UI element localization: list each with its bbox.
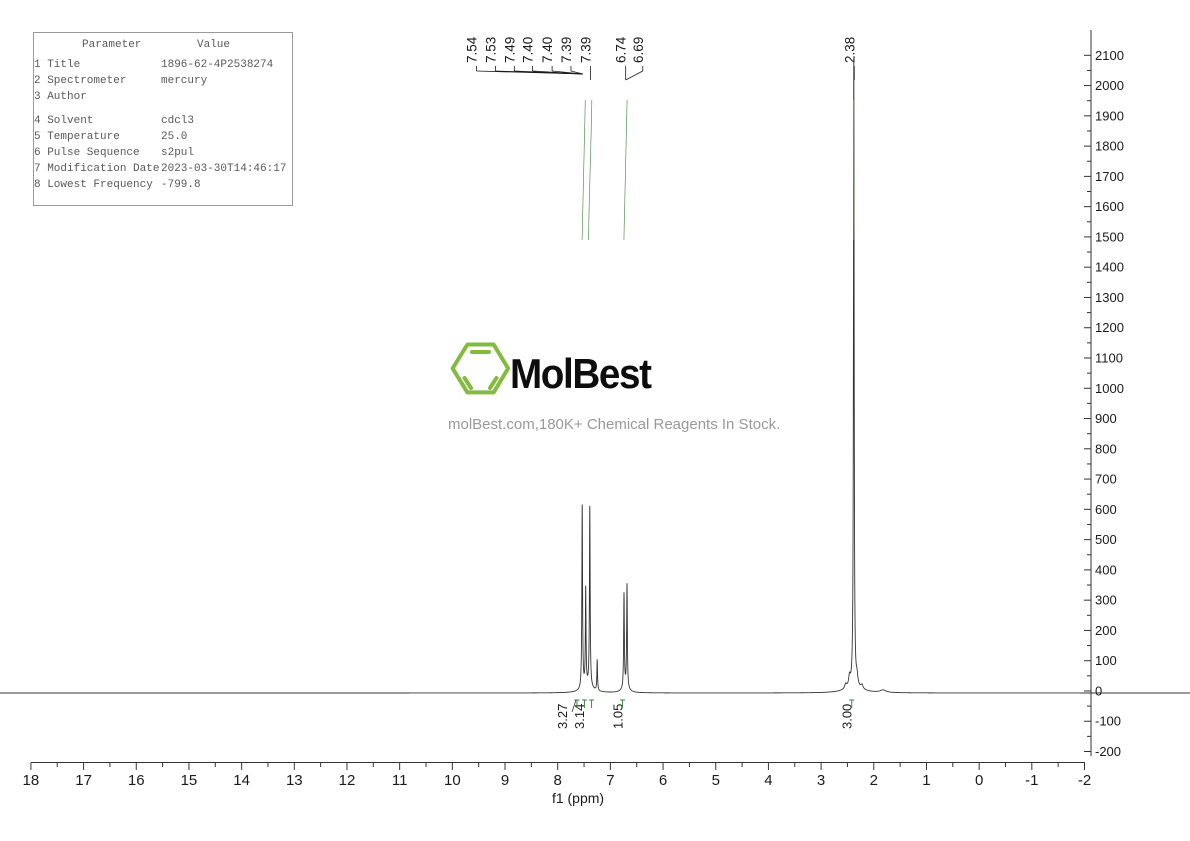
svg-text:1700: 1700 (1095, 169, 1124, 184)
svg-text:2000: 2000 (1095, 78, 1124, 93)
svg-text:9: 9 (501, 772, 509, 789)
svg-text:1200: 1200 (1095, 320, 1124, 335)
svg-text:1600: 1600 (1095, 199, 1124, 214)
svg-text:7: 7 (606, 772, 614, 789)
svg-text:7.39: 7.39 (559, 37, 574, 63)
svg-text:600: 600 (1095, 502, 1117, 517)
svg-text:-100: -100 (1095, 714, 1121, 729)
svg-text:7.39: 7.39 (578, 37, 593, 63)
svg-text:900: 900 (1095, 411, 1117, 426)
svg-text:13: 13 (286, 772, 303, 789)
svg-text:14: 14 (233, 772, 250, 789)
svg-text:2.38: 2.38 (842, 37, 857, 63)
svg-text:-2: -2 (1078, 772, 1091, 789)
svg-text:5: 5 (712, 772, 720, 789)
svg-text:300: 300 (1095, 593, 1117, 608)
svg-text:1300: 1300 (1095, 290, 1124, 305)
svg-text:16: 16 (128, 772, 145, 789)
svg-text:800: 800 (1095, 441, 1117, 456)
svg-text:1500: 1500 (1095, 229, 1124, 244)
svg-text:3.27: 3.27 (555, 704, 570, 729)
svg-text:12: 12 (339, 772, 356, 789)
svg-text:1900: 1900 (1095, 108, 1124, 123)
svg-text:1000: 1000 (1095, 381, 1124, 396)
svg-text:1800: 1800 (1095, 139, 1124, 154)
svg-text:18: 18 (23, 772, 40, 789)
svg-text:15: 15 (181, 772, 198, 789)
svg-text:0: 0 (975, 772, 983, 789)
svg-text:4: 4 (764, 772, 772, 789)
svg-text:500: 500 (1095, 532, 1117, 547)
svg-text:11: 11 (392, 772, 408, 789)
svg-text:400: 400 (1095, 562, 1117, 577)
svg-text:10: 10 (444, 772, 461, 789)
svg-text:7.54: 7.54 (465, 36, 480, 63)
svg-text:6.74: 6.74 (614, 36, 629, 63)
svg-text:17: 17 (75, 772, 92, 789)
svg-text:8: 8 (554, 772, 562, 789)
svg-text:-1: -1 (1025, 772, 1038, 789)
svg-text:-200: -200 (1095, 744, 1121, 759)
svg-text:7.40: 7.40 (540, 37, 555, 63)
svg-text:3.00: 3.00 (840, 704, 855, 729)
svg-text:2: 2 (870, 772, 878, 789)
svg-text:1: 1 (922, 772, 930, 789)
svg-text:7.53: 7.53 (483, 37, 498, 63)
svg-text:f1 (ppm): f1 (ppm) (552, 790, 604, 806)
svg-text:2100: 2100 (1095, 48, 1124, 63)
svg-text:1.05: 1.05 (611, 704, 626, 729)
svg-text:7.40: 7.40 (521, 37, 536, 63)
svg-text:7.49: 7.49 (502, 37, 517, 63)
svg-text:700: 700 (1095, 472, 1117, 487)
svg-text:6.69: 6.69 (631, 37, 646, 63)
svg-text:1400: 1400 (1095, 260, 1124, 275)
svg-text:100: 100 (1095, 653, 1117, 668)
svg-text:200: 200 (1095, 623, 1117, 638)
svg-text:0: 0 (1095, 683, 1102, 698)
svg-text:6: 6 (659, 772, 667, 789)
svg-text:1100: 1100 (1095, 351, 1123, 366)
svg-text:3: 3 (817, 772, 825, 789)
